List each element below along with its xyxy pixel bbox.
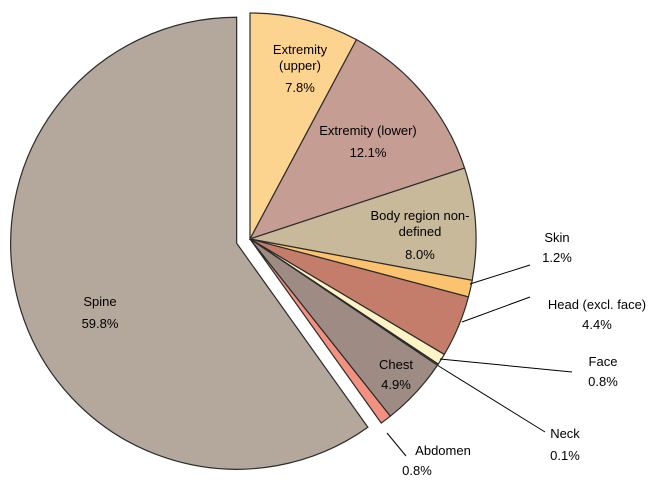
slice-label: Face <box>588 354 618 369</box>
value-label: 1.2% <box>542 250 572 265</box>
value-label: 12.1% <box>349 145 387 160</box>
slice-label: Head (excl. face) <box>547 297 647 312</box>
pie-slice <box>249 167 477 282</box>
leader-line <box>436 364 546 433</box>
pie-slice <box>249 238 392 424</box>
value-label: 59.8% <box>81 316 119 331</box>
pie-slice <box>248 38 466 241</box>
value-label: 0.1% <box>550 448 580 463</box>
leader-line <box>469 264 531 285</box>
slice-label: Spine <box>83 294 117 309</box>
slice-label: Neck <box>550 426 580 441</box>
slice-label: Extremity (lower) <box>319 123 417 138</box>
value-label: 0.8% <box>402 463 432 478</box>
leader-line <box>439 358 573 373</box>
value-label: 4.4% <box>582 317 612 332</box>
slice-label: Chest <box>379 357 413 372</box>
value-label: 7.8% <box>285 80 315 95</box>
leader-line <box>386 432 407 457</box>
value-label: 0.8% <box>588 374 618 389</box>
pie-slice <box>249 12 358 240</box>
pie-slice <box>10 16 369 470</box>
slice-label: Skin <box>544 230 570 245</box>
slice-label: Body region non-defined <box>370 208 470 239</box>
value-label: 8.0% <box>405 247 435 262</box>
slice-label: Abdomen <box>415 443 471 458</box>
value-label: 4.9% <box>381 377 411 392</box>
slice-label: Extremity (upper) <box>272 42 328 73</box>
leader-line <box>461 296 531 323</box>
